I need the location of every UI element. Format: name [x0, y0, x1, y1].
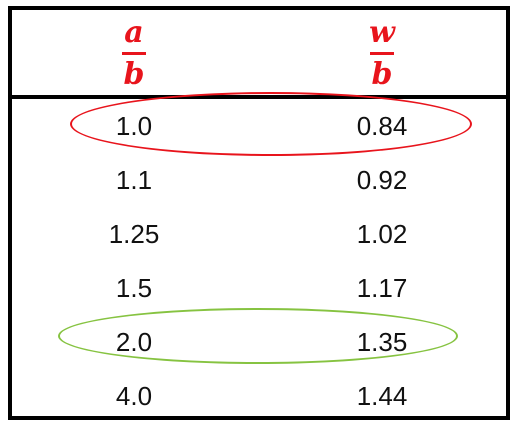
- cell-w-over-b: 1.35: [356, 327, 408, 357]
- table-row: 1.0 0.84: [12, 99, 506, 153]
- cell-w-over-b: 1.02: [356, 219, 408, 249]
- cell-w-over-b: 0.84: [356, 111, 408, 141]
- table-row: 1.1 0.92: [12, 153, 506, 207]
- table-row: 4.0 1.44: [12, 369, 506, 423]
- cell-w-over-b: 1.44: [356, 381, 408, 411]
- header-a-denominator: b: [123, 57, 145, 92]
- table-row: 1.25 1.02: [12, 207, 506, 261]
- cell-a-over-b: 1.5: [115, 273, 153, 303]
- cell-a-over-b: 1.25: [108, 219, 160, 249]
- cell-a-over-b: 2.0: [115, 327, 153, 357]
- header-w-over-b: w b: [352, 16, 412, 92]
- header-a-over-b: a b: [104, 16, 164, 92]
- cell-a-over-b: 1.0: [115, 111, 153, 141]
- table-row: 1.5 1.17: [12, 261, 506, 315]
- cell-a-over-b: 1.1: [115, 165, 153, 195]
- fraction-bar: [370, 52, 394, 55]
- fraction-bar: [122, 52, 146, 55]
- cell-w-over-b: 1.17: [356, 273, 408, 303]
- header-w-denominator: b: [371, 57, 393, 92]
- cell-a-over-b: 4.0: [115, 381, 153, 411]
- cell-w-over-b: 0.92: [356, 165, 408, 195]
- table-header: a b w b: [12, 10, 506, 99]
- header-w-numerator: w: [369, 15, 395, 50]
- ratio-table: a b w b 1.0 0.84 1.1 0.92 1.25 1.02 1.5 …: [8, 6, 510, 420]
- table-row: 2.0 1.35: [12, 315, 506, 369]
- header-a-numerator: a: [124, 15, 144, 50]
